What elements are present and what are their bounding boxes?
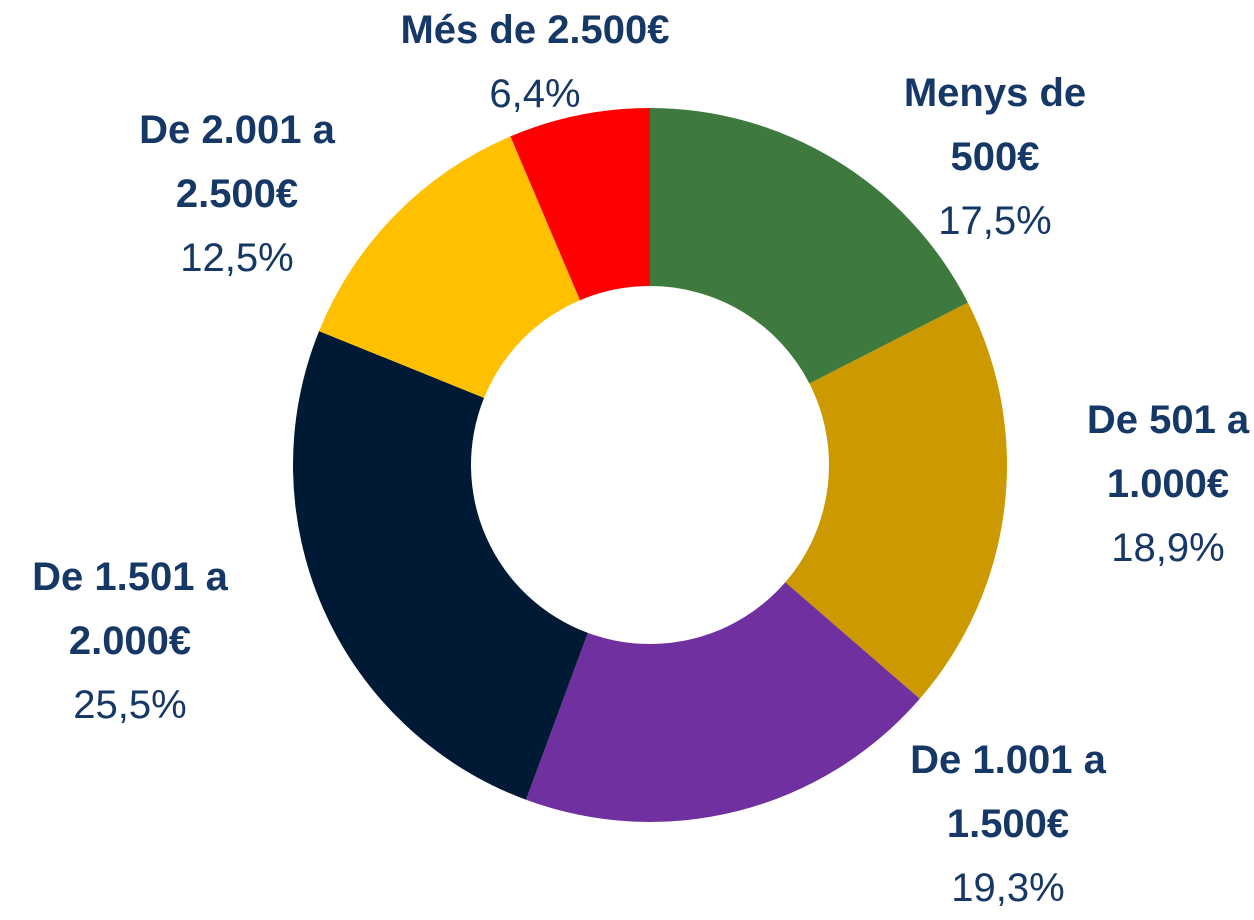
- category-label: De 2.001 a 2.500€: [139, 108, 335, 216]
- slice-label: De 1.501 a 2.000€ 25,5%: [0, 545, 270, 737]
- slice-label: Menys de 500€ 17,5%: [870, 61, 1120, 253]
- category-label: Menys de 500€: [903, 71, 1087, 179]
- donut-slice: [650, 108, 968, 384]
- value-label: 18,9%: [1111, 526, 1225, 570]
- slice-label: De 2.001 a 2.500€ 12,5%: [97, 98, 377, 290]
- slice-label: Més de 2.500€ 6,4%: [355, 0, 715, 126]
- category-label: De 1.501 a 2.000€: [32, 555, 228, 663]
- donut-slice: [785, 302, 1008, 699]
- category-label: Més de 2.500€: [400, 8, 670, 52]
- value-label: 6,4%: [489, 72, 581, 116]
- donut-slice: [526, 582, 920, 823]
- category-label: De 1.001 a 1.500€: [910, 738, 1106, 846]
- category-label: De 501 a 1.000€: [1086, 398, 1250, 506]
- slice-label: De 1.001 a 1.500€ 19,3%: [868, 728, 1148, 920]
- value-label: 25,5%: [73, 683, 187, 727]
- donut-slice: [319, 136, 581, 398]
- value-label: 17,5%: [938, 199, 1052, 243]
- donut-slice: [510, 108, 650, 301]
- donut-slice: [293, 331, 588, 800]
- slice-label: De 501 a 1.000€ 18,9%: [1053, 388, 1254, 580]
- value-label: 12,5%: [180, 236, 294, 280]
- value-label: 19,3%: [951, 866, 1065, 910]
